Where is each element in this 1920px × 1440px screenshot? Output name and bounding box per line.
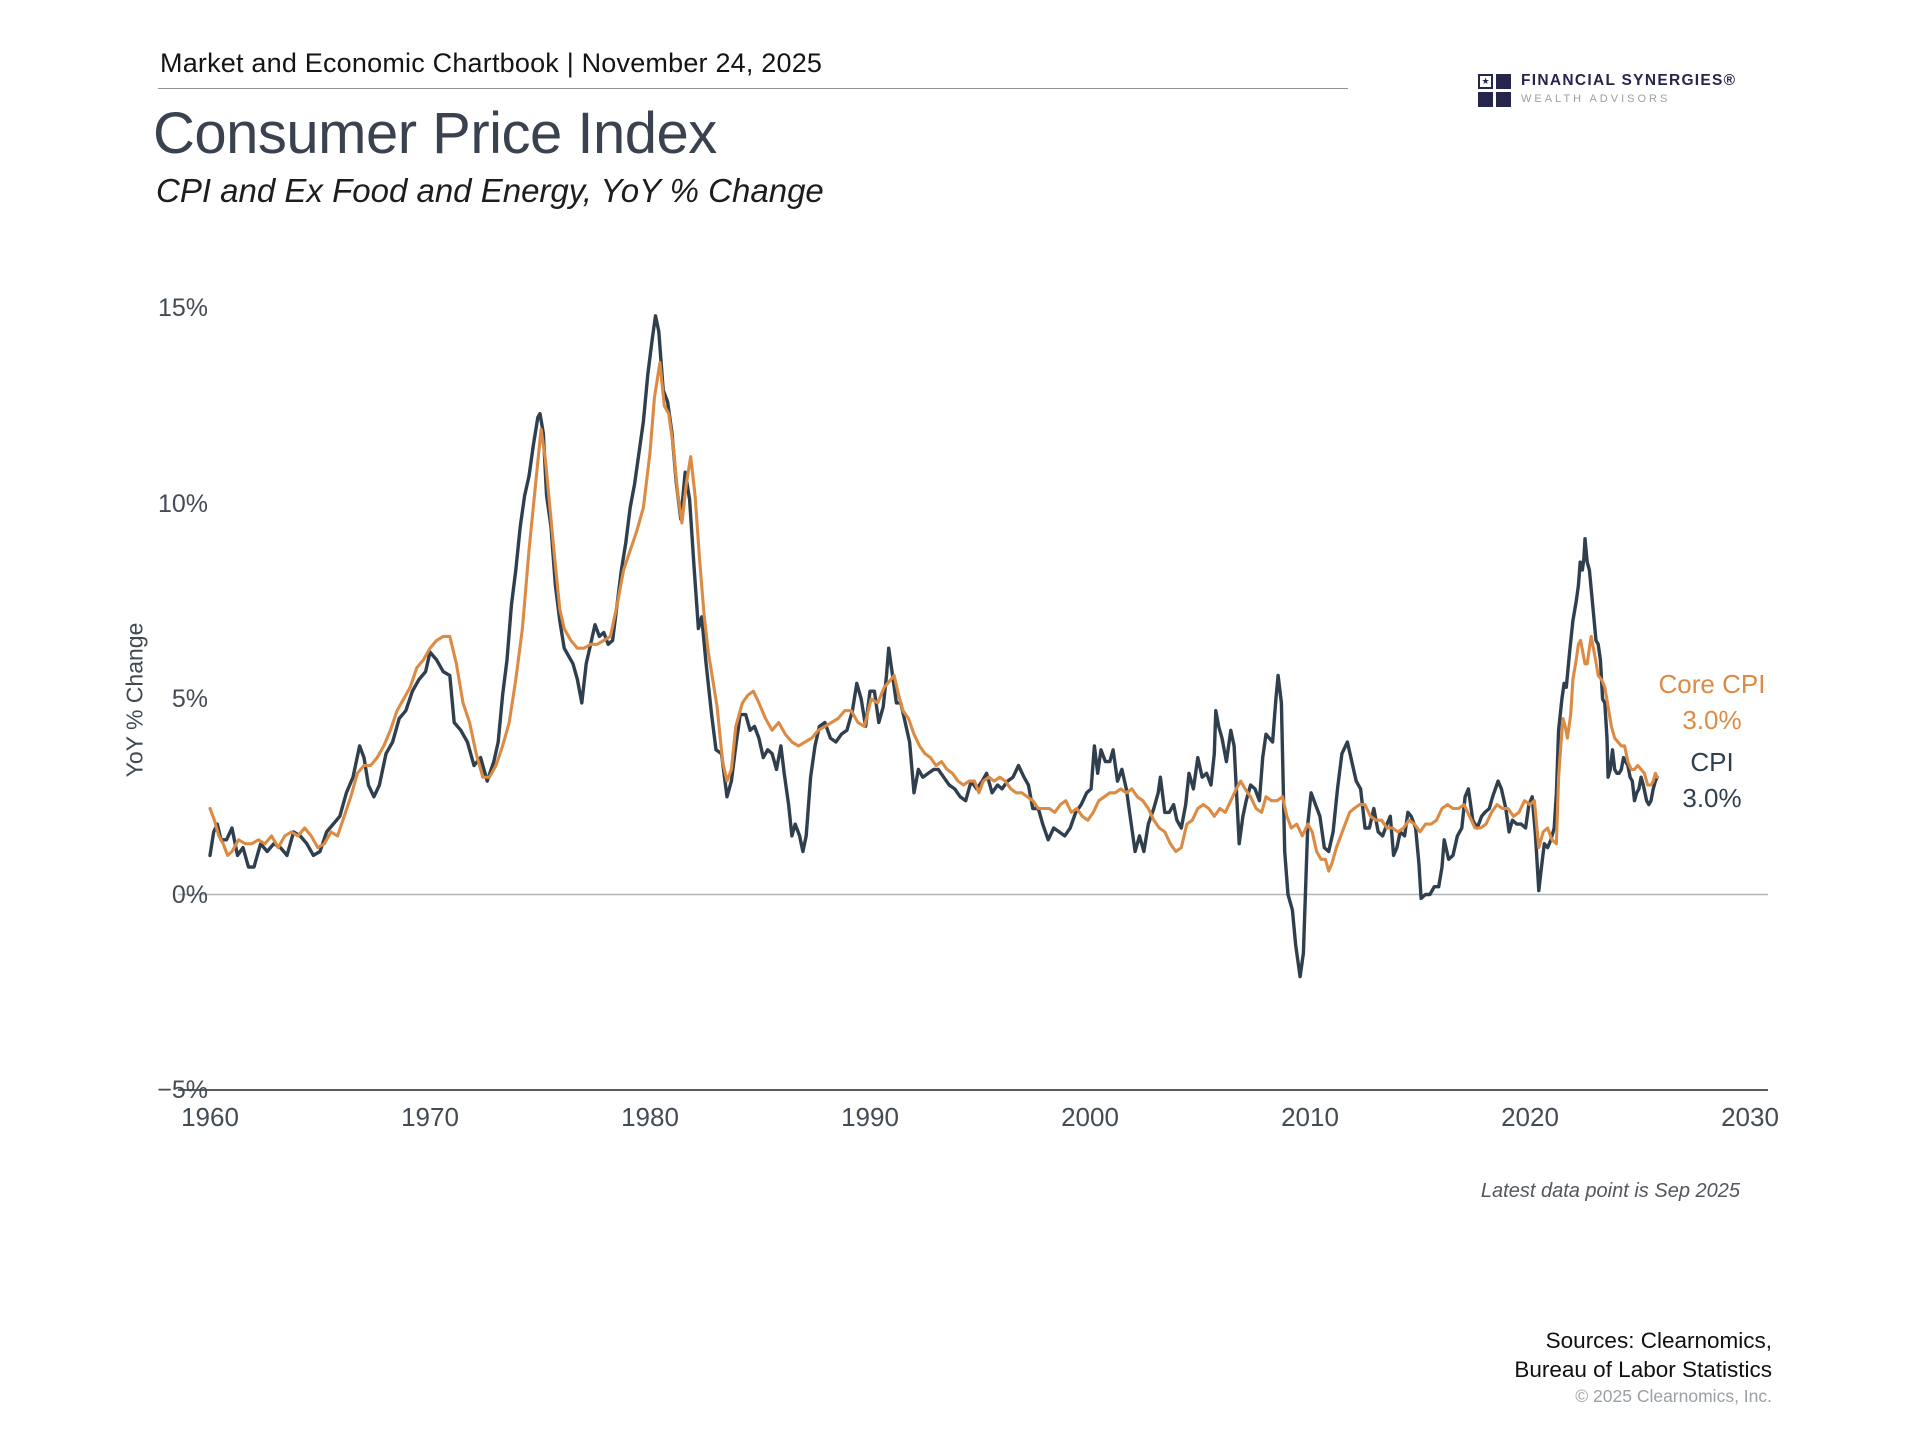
x-tick-label: 1980 [621, 1102, 679, 1132]
x-tick-label: 2000 [1061, 1102, 1119, 1132]
sources-attribution: Sources: Clearnomics, Bureau of Labor St… [1514, 1326, 1772, 1384]
legend-core-cpi-label: Core CPI [1658, 669, 1766, 699]
legend-cpi: CPI 3.0% [1602, 744, 1822, 816]
x-tick-label: 1960 [181, 1102, 239, 1132]
copyright-note: © 2025 Clearnomics, Inc. [1575, 1386, 1772, 1406]
logo-square [1478, 92, 1493, 107]
sources-line-1: Sources: Clearnomics, [1545, 1328, 1772, 1353]
x-tick-label: 2010 [1281, 1102, 1339, 1132]
legend-core-cpi-value: 3.0% [1682, 705, 1742, 735]
sources-line-2: Bureau of Labor Statistics [1514, 1357, 1772, 1382]
star-icon: ★ [1481, 76, 1490, 86]
logo-square [1496, 74, 1511, 89]
page-subtitle: CPI and Ex Food and Energy, YoY % Change [156, 172, 824, 209]
legend-cpi-value: 3.0% [1682, 783, 1742, 813]
logo-square-star: ★ [1478, 74, 1493, 89]
logo-subtitle: WEALTH ADVISORS [1521, 93, 1671, 105]
logo-name: FINANCIAL SYNERGIES® [1521, 72, 1737, 89]
x-tick-label: 2020 [1501, 1102, 1559, 1132]
legend-core-cpi: Core CPI 3.0% [1602, 666, 1822, 738]
header-divider [158, 88, 1348, 89]
series-line-cpi [208, 314, 1659, 979]
logo-square [1496, 92, 1511, 107]
x-tick-label: 1990 [841, 1102, 899, 1132]
legend-cpi-label: CPI [1690, 747, 1734, 777]
series-line-core-cpi [208, 361, 1659, 873]
company-logo: ★ FINANCIAL SYNERGIES® WEALTH ADVISORS [1478, 72, 1736, 107]
page-title: Consumer Price Index [153, 101, 717, 166]
chartbook-header: Market and Economic Chartbook | November… [160, 48, 823, 78]
y-tick-label: 10% [157, 489, 208, 518]
x-tick-label: 1970 [401, 1102, 459, 1132]
latest-data-note: Latest data point is Sep 2025 [1480, 1180, 1740, 1202]
logo-text: FINANCIAL SYNERGIES® WEALTH ADVISORS [1521, 72, 1736, 105]
y-tick-label: 15% [157, 294, 208, 322]
x-tick-label: 2030 [1721, 1102, 1779, 1132]
y-tick-label: 5% [171, 685, 208, 713]
y-tick-label: 0% [171, 880, 208, 909]
y-tick-label: −5% [157, 1076, 208, 1104]
logo-mark-icon: ★ [1478, 74, 1511, 107]
